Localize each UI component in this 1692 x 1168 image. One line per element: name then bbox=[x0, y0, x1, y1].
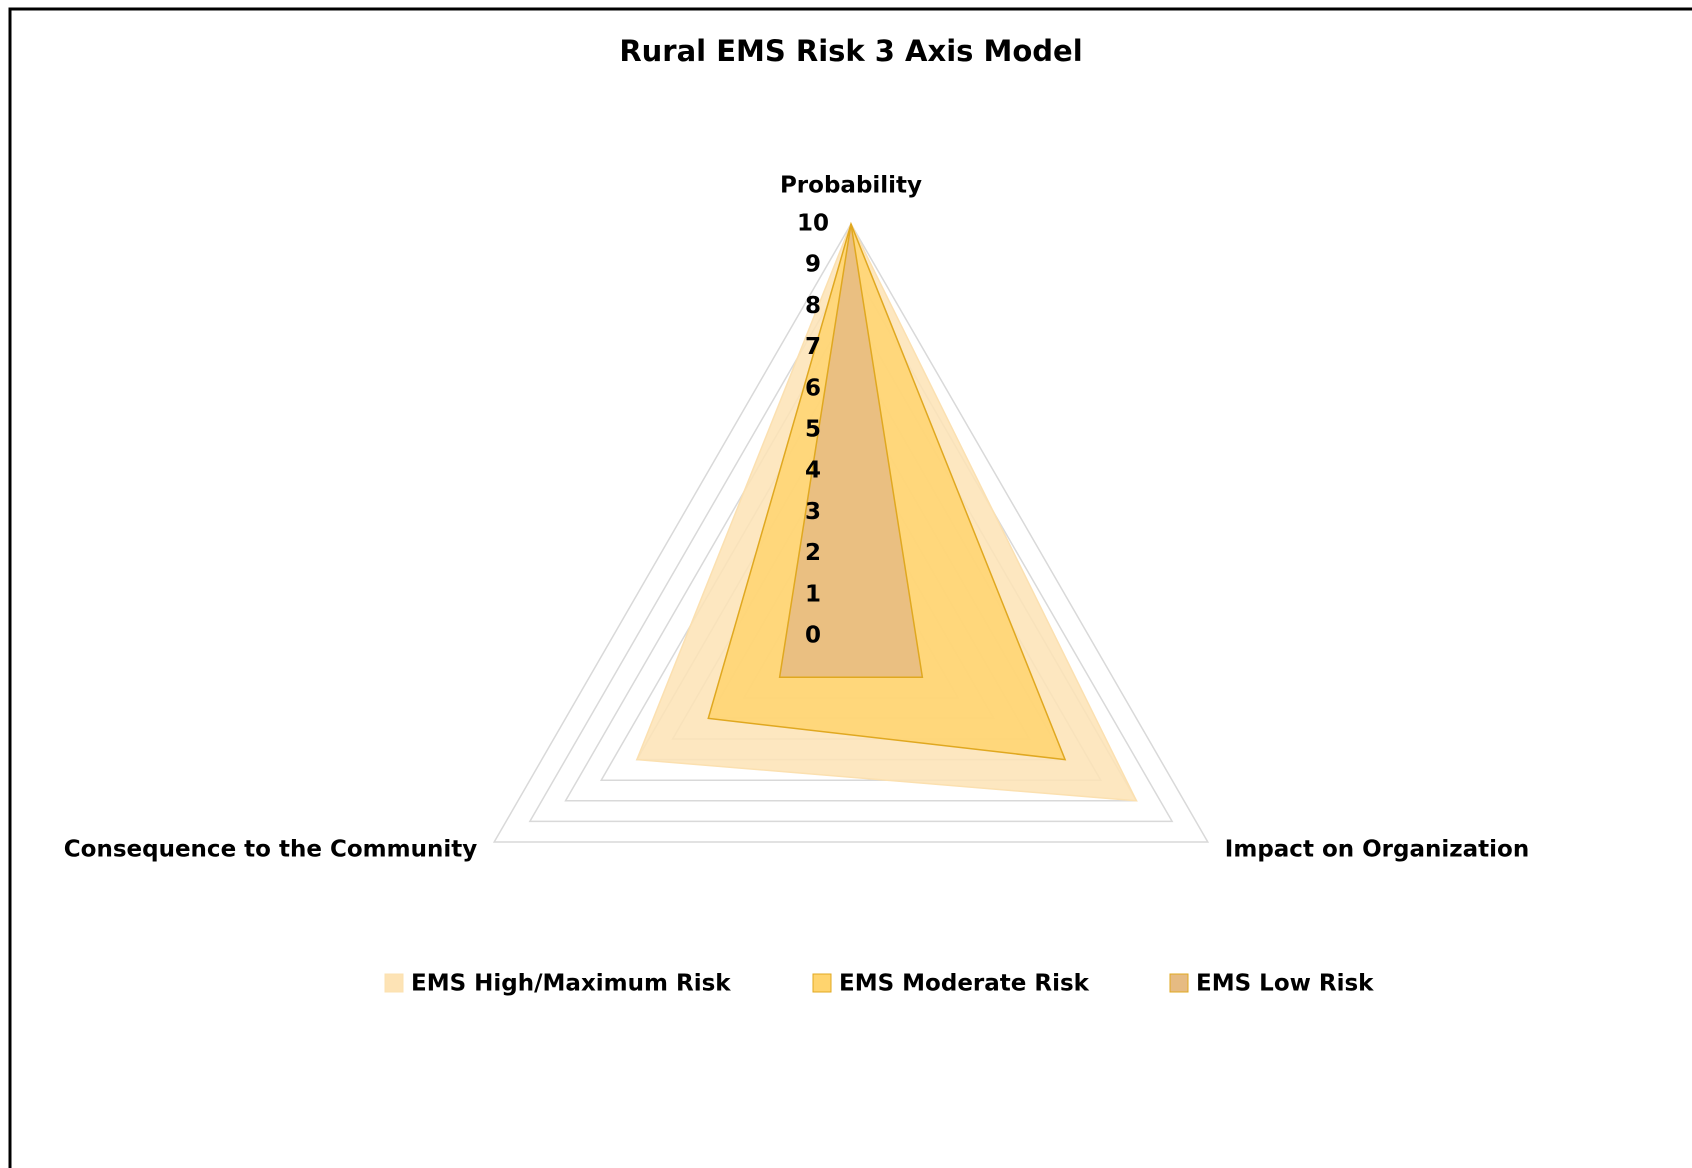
chart-title: Rural EMS Risk 3 Axis Model bbox=[619, 34, 1082, 68]
legend-label: EMS Moderate Risk bbox=[839, 971, 1090, 997]
axis-label: Probability bbox=[780, 173, 922, 199]
r-tick-label: 10 bbox=[797, 211, 829, 237]
r-tick-label: 3 bbox=[805, 499, 821, 525]
legend-swatch bbox=[1169, 973, 1189, 993]
legend-label: EMS High/Maximum Risk bbox=[411, 971, 731, 997]
r-tick-label: 9 bbox=[805, 252, 821, 278]
r-tick-label: 7 bbox=[805, 334, 821, 360]
r-tick-label: 8 bbox=[805, 293, 821, 319]
r-tick-label: 5 bbox=[805, 417, 821, 443]
axis-label: Consequence to the Community bbox=[64, 837, 477, 863]
r-tick-label: 2 bbox=[805, 540, 821, 566]
series-area bbox=[778, 223, 924, 678]
legend-swatch bbox=[384, 973, 404, 993]
r-tick-label: 1 bbox=[805, 581, 821, 607]
legend-label: EMS Low Risk bbox=[1196, 971, 1374, 997]
axis-label: Impact on Organization bbox=[1225, 837, 1529, 863]
legend-swatch bbox=[812, 973, 832, 993]
r-tick-label: 0 bbox=[805, 623, 821, 649]
r-tick-label: 4 bbox=[805, 458, 821, 484]
grid-ring bbox=[492, 222, 1210, 843]
grid-ring bbox=[528, 263, 1174, 823]
r-tick-label: 6 bbox=[805, 375, 821, 401]
